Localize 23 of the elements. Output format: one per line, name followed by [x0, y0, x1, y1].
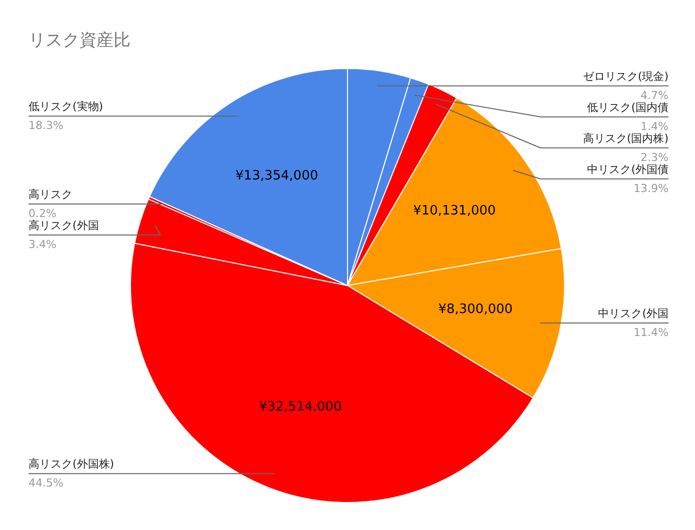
- data-label: 0.2%: [28, 206, 56, 220]
- slice-label: 中リスク(外国: [598, 306, 669, 320]
- slice-label: 低リスク(実物): [28, 100, 104, 114]
- slice-label: 中リスク(外国債: [587, 162, 669, 176]
- text: ¥13,354,000: [235, 168, 318, 184]
- slice-label: 高リスク(国内株): [582, 132, 669, 145]
- slice-label: ゼロリスク(現金): [582, 70, 669, 83]
- slice-label: 高リスク(外国株): [28, 458, 114, 471]
- data-label: 18.3%: [28, 119, 64, 132]
- data-label: 11.4%: [634, 326, 669, 339]
- text: ¥8,300,000: [438, 302, 513, 318]
- data-label: 2.3%: [640, 150, 669, 164]
- slice-label: 低リスク(国内債: [587, 100, 669, 114]
- data-label: 13.9%: [634, 182, 669, 195]
- data-label: 3.4%: [28, 238, 56, 251]
- slice-label: 高リスク: [28, 188, 72, 201]
- chart-title: リスク資産比: [28, 30, 130, 50]
- data-label: 1.4%: [640, 120, 669, 133]
- text: ¥10,131,000: [413, 204, 496, 219]
- slice-label: 高リスク(外国: [28, 218, 99, 232]
- data-label: 4.7%: [640, 88, 669, 102]
- data-label: 44.5%: [28, 476, 64, 490]
- text: ¥32,514,000: [259, 399, 342, 414]
